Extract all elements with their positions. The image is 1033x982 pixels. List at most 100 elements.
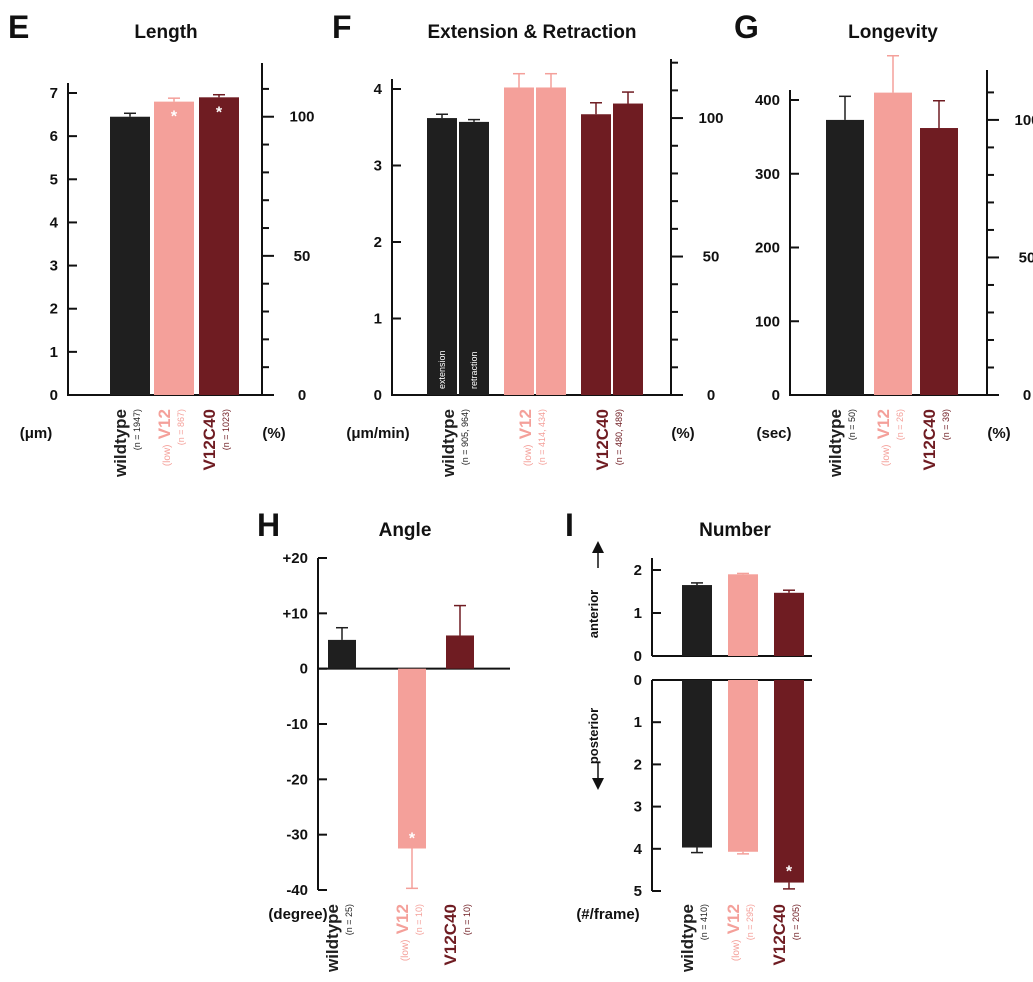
y-tick-label: 6: [50, 128, 58, 145]
y-tick-label: 4: [634, 841, 643, 858]
category-n: (n = 867): [176, 409, 186, 445]
category-n: (n = 25): [344, 904, 354, 935]
y-tick-label: 2: [50, 301, 58, 318]
category-label: V12 (low)(n = 26): [874, 409, 905, 466]
category-label: V12 (low)(n = 10): [393, 904, 424, 961]
y-tick-label: 0: [374, 387, 382, 404]
right-tick-label: 100: [289, 109, 314, 126]
category-name: V12: [724, 904, 743, 934]
y-tick-label: 2: [374, 234, 382, 251]
bar: [581, 114, 611, 396]
bar-inner-label: retraction: [469, 351, 479, 389]
y-tick-label: 0: [772, 387, 780, 404]
y-tick-label: +10: [283, 605, 308, 622]
y-tick-label: 2: [634, 756, 642, 773]
y-axis-label: (sec): [756, 425, 791, 442]
y-tick-label: 3: [50, 258, 58, 275]
bar: [920, 128, 958, 395]
category-label: V12 (low)(n = 867): [155, 409, 186, 466]
posterior-label: posterior: [586, 708, 601, 764]
bar: [613, 103, 643, 395]
bar-anterior: [774, 592, 804, 656]
y-tick-label: 5: [50, 171, 58, 188]
panel-letter: F: [332, 9, 352, 45]
chart-title: Longevity: [848, 22, 938, 43]
category-label: wildtype (n = 50): [826, 409, 857, 478]
category-n: (n = 410): [699, 904, 709, 940]
y-tick-label: -10: [286, 716, 308, 733]
category-label: V12C40 (n = 480, 489): [593, 409, 624, 470]
right-tick-label: 100: [1014, 112, 1033, 129]
arrow-down-icon: [592, 778, 604, 790]
category-sub: (low): [162, 445, 173, 467]
significance-star: *: [409, 831, 416, 848]
category-name: V12C40: [920, 409, 939, 470]
y-tick-label: 7: [50, 85, 58, 102]
bar: [328, 639, 356, 669]
y-tick-label: +20: [283, 550, 308, 567]
panel-letter: H: [257, 507, 280, 543]
y-axis-label: (#/frame): [576, 906, 639, 923]
category-n: (n = 1947): [132, 409, 142, 450]
panel-letter: E: [8, 9, 29, 45]
category-n: (n = 480, 489): [614, 409, 624, 465]
arrow-up-icon: [592, 541, 604, 553]
bar: [110, 116, 150, 395]
category-name: V12C40: [593, 409, 612, 470]
bar-posterior: [728, 680, 758, 852]
panel-letter: I: [565, 507, 574, 543]
right-tick-label: 0: [707, 387, 715, 404]
category-n: (n = 414, 434): [537, 409, 547, 465]
bar-inner-label: extension: [437, 350, 447, 389]
y-tick-label: 5: [634, 883, 642, 900]
chart-title: Angle: [379, 520, 432, 541]
category-label: V12C40 (n = 10): [441, 904, 472, 965]
category-n: (n = 205): [791, 904, 801, 940]
chart-title: Number: [699, 520, 771, 541]
category-n: (n = 10): [414, 904, 424, 935]
category-label: V12 (low)(n = 295): [724, 904, 755, 961]
significance-star: *: [216, 104, 223, 121]
y-tick-label: 200: [755, 240, 780, 257]
category-name: V12: [516, 409, 535, 439]
right-axis-label: (%): [987, 425, 1010, 442]
y-tick-label: -20: [286, 771, 308, 788]
y-axis-label: (μm): [20, 425, 53, 442]
category-name: V12: [155, 409, 174, 439]
category-name: wildtype: [439, 409, 458, 478]
y-tick-label: 300: [755, 166, 780, 183]
y-axis-label: (degree): [268, 906, 327, 923]
category-n: (n = 1023): [221, 409, 231, 450]
right-tick-label: 50: [703, 249, 720, 266]
category-label: V12 (low) (n = 414, 434): [516, 409, 547, 466]
category-n: (n = 26): [895, 409, 905, 440]
bar: [199, 97, 239, 396]
y-tick-label: 0: [50, 387, 58, 404]
category-name: V12: [393, 904, 412, 934]
category-label: wildtype (n = 410): [678, 904, 709, 973]
category-name: V12: [874, 409, 893, 439]
right-tick-label: 50: [294, 248, 311, 265]
bar: [874, 92, 912, 395]
category-name: wildtype: [678, 904, 697, 973]
category-n: (n = 39): [941, 409, 951, 440]
category-n: (n = 295): [745, 904, 755, 940]
category-label: V12C40 (n = 1023): [200, 409, 231, 470]
bar: [504, 87, 534, 395]
category-sub: (low): [731, 940, 742, 962]
category-label: V12C40 (n = 39): [920, 409, 951, 470]
y-tick-label: 4: [374, 81, 383, 98]
bar-anterior: [728, 574, 758, 656]
category-name: wildtype: [826, 409, 845, 478]
category-n: (n = 905, 964): [460, 409, 470, 465]
right-tick-label: 0: [1023, 387, 1031, 404]
bar: [427, 118, 457, 395]
y-tick-label: 3: [634, 799, 642, 816]
y-tick-label: 4: [50, 214, 59, 231]
bar: [459, 121, 489, 396]
y-tick-label: 1: [50, 344, 58, 361]
y-tick-label: 0: [300, 661, 308, 678]
category-label: wildtype (n = 1947): [111, 409, 142, 478]
category-name: V12C40: [441, 904, 460, 965]
